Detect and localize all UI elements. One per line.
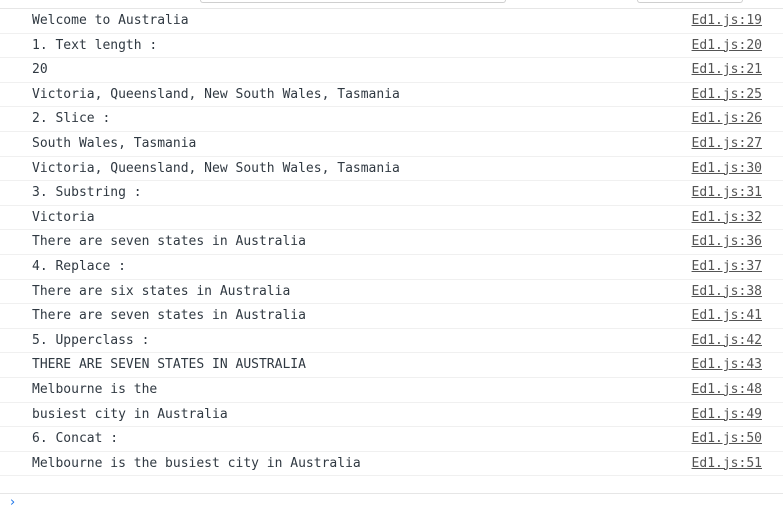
source-link[interactable]: Ed1.js:30 <box>691 160 762 176</box>
console-message-text: Victoria <box>32 209 95 225</box>
console-message-text: There are six states in Australia <box>32 283 291 299</box>
source-link[interactable]: Ed1.js:21 <box>691 62 762 78</box>
console-message-text: Melbourne is the busiest city in Austral… <box>32 455 361 471</box>
console-message: 1. Text length : Ed1.js:20 <box>0 34 783 59</box>
source-link[interactable]: Ed1.js:42 <box>691 332 762 348</box>
source-link[interactable]: Ed1.js:37 <box>691 258 762 274</box>
console-message-text: South Wales, Tasmania <box>32 135 197 151</box>
source-link[interactable]: Ed1.js:38 <box>691 283 762 299</box>
source-link[interactable]: Ed1.js:48 <box>691 381 762 397</box>
console-message: 2. Slice : Ed1.js:26 <box>0 107 783 132</box>
console-message: THERE ARE SEVEN STATES IN AUSTRALIA Ed1.… <box>0 353 783 378</box>
console-message: 6. Concat : Ed1.js:50 <box>0 427 783 452</box>
console-messages: Welcome to Australia Ed1.js:19 1. Text l… <box>0 9 783 477</box>
console-message-text: 1. Text length : <box>32 37 158 53</box>
console-message-text: busiest city in Australia <box>32 406 228 422</box>
console-message-text: THERE ARE SEVEN STATES IN AUSTRALIA <box>32 357 306 373</box>
console-message-text: Victoria, Queensland, New South Wales, T… <box>32 86 400 102</box>
console-message-text: 5. Upperclass : <box>32 332 150 348</box>
console-message: Welcome to Australia Ed1.js:19 <box>0 9 783 34</box>
source-link[interactable]: Ed1.js:31 <box>691 185 762 201</box>
console-message-text: 4. Replace : <box>32 258 126 274</box>
console-message: Victoria, Queensland, New South Wales, T… <box>0 157 783 182</box>
source-link[interactable]: Ed1.js:36 <box>691 234 762 250</box>
console-toolbar-edge <box>0 0 783 9</box>
source-link[interactable]: Ed1.js:26 <box>691 111 762 127</box>
console-message: 4. Replace : Ed1.js:37 <box>0 255 783 280</box>
console-message: There are seven states in Australia Ed1.… <box>0 230 783 255</box>
console-message-text: Victoria, Queensland, New South Wales, T… <box>32 160 400 176</box>
console-message-text: Melbourne is the <box>32 381 158 397</box>
source-link[interactable]: Ed1.js:20 <box>691 37 762 53</box>
source-link[interactable]: Ed1.js:27 <box>691 135 762 151</box>
source-link[interactable]: Ed1.js:19 <box>691 13 762 28</box>
source-link[interactable]: Ed1.js:51 <box>691 455 762 471</box>
console-message: Victoria Ed1.js:32 <box>0 206 783 231</box>
console-message-text: There are seven states in Australia <box>32 308 306 324</box>
source-link[interactable]: Ed1.js:41 <box>691 308 762 324</box>
console-input[interactable] <box>26 494 783 512</box>
source-link[interactable]: Ed1.js:25 <box>691 86 762 102</box>
console-message: Melbourne is the busiest city in Austral… <box>0 452 783 477</box>
console-message: Melbourne is the Ed1.js:48 <box>0 378 783 403</box>
console-message: 3. Substring : Ed1.js:31 <box>0 181 783 206</box>
console-message: 20 Ed1.js:21 <box>0 58 783 83</box>
console-message: Victoria, Queensland, New South Wales, T… <box>0 83 783 108</box>
console-message-text: Welcome to Australia <box>32 13 189 28</box>
console-message: There are seven states in Australia Ed1.… <box>0 304 783 329</box>
chevron-right-icon: › <box>10 495 16 510</box>
console-message: South Wales, Tasmania Ed1.js:27 <box>0 132 783 157</box>
console-message-text: There are seven states in Australia <box>32 234 306 250</box>
console-prompt[interactable]: › <box>0 493 783 513</box>
console-message: 5. Upperclass : Ed1.js:42 <box>0 329 783 354</box>
source-link[interactable]: Ed1.js:43 <box>691 357 762 373</box>
console-message-text: 6. Concat : <box>32 431 119 447</box>
filter-input-edge[interactable] <box>200 0 506 3</box>
source-link[interactable]: Ed1.js:49 <box>691 406 762 422</box>
source-link[interactable]: Ed1.js:32 <box>691 209 762 225</box>
console-message: There are six states in Australia Ed1.js… <box>0 280 783 305</box>
console-message: busiest city in Australia Ed1.js:49 <box>0 403 783 428</box>
console-message-text: 2. Slice : <box>32 111 111 127</box>
console-message-text: 20 <box>32 62 48 78</box>
levels-dropdown-edge[interactable] <box>637 0 743 3</box>
console-message-text: 3. Substring : <box>32 185 142 201</box>
source-link[interactable]: Ed1.js:50 <box>691 431 762 447</box>
